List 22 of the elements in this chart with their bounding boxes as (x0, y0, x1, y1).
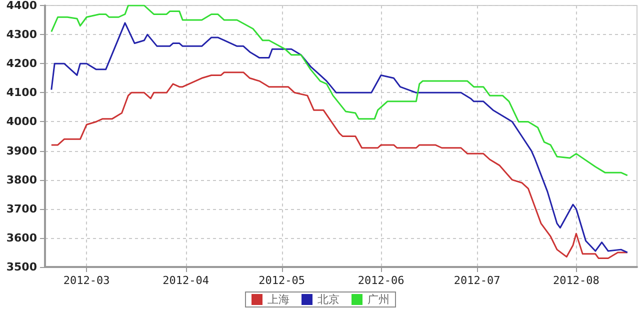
legend-label: 上海 (268, 293, 290, 306)
x-tick-label: 2012-03 (63, 274, 110, 287)
y-tick-label: 3500 (6, 260, 38, 274)
legend-label: 北京 (318, 293, 340, 306)
x-tick-label: 2012-06 (358, 274, 404, 287)
x-tick-label: 2012-05 (258, 274, 305, 287)
y-tick-label: 3600 (6, 231, 38, 244)
x-tick-label: 2012-04 (162, 274, 210, 287)
y-tick-label: 4200 (6, 57, 38, 70)
y-tick-label: 3800 (6, 173, 38, 186)
y-tick-label: 4300 (6, 28, 38, 42)
y-tick-label: 4000 (6, 115, 38, 128)
x-tick-label: 2012-08 (553, 274, 600, 287)
line-series (50, 22, 628, 254)
line-series (50, 72, 628, 260)
line-series (50, 4, 628, 176)
legend-label: 广州 (368, 293, 390, 306)
y-tick-label: 4400 (6, 0, 38, 12)
x-tick-label: 2012-07 (454, 274, 500, 287)
y-tick-label: 4100 (6, 86, 38, 100)
y-tick-label: 3900 (6, 144, 38, 158)
y-tick-label: 3700 (6, 202, 38, 216)
